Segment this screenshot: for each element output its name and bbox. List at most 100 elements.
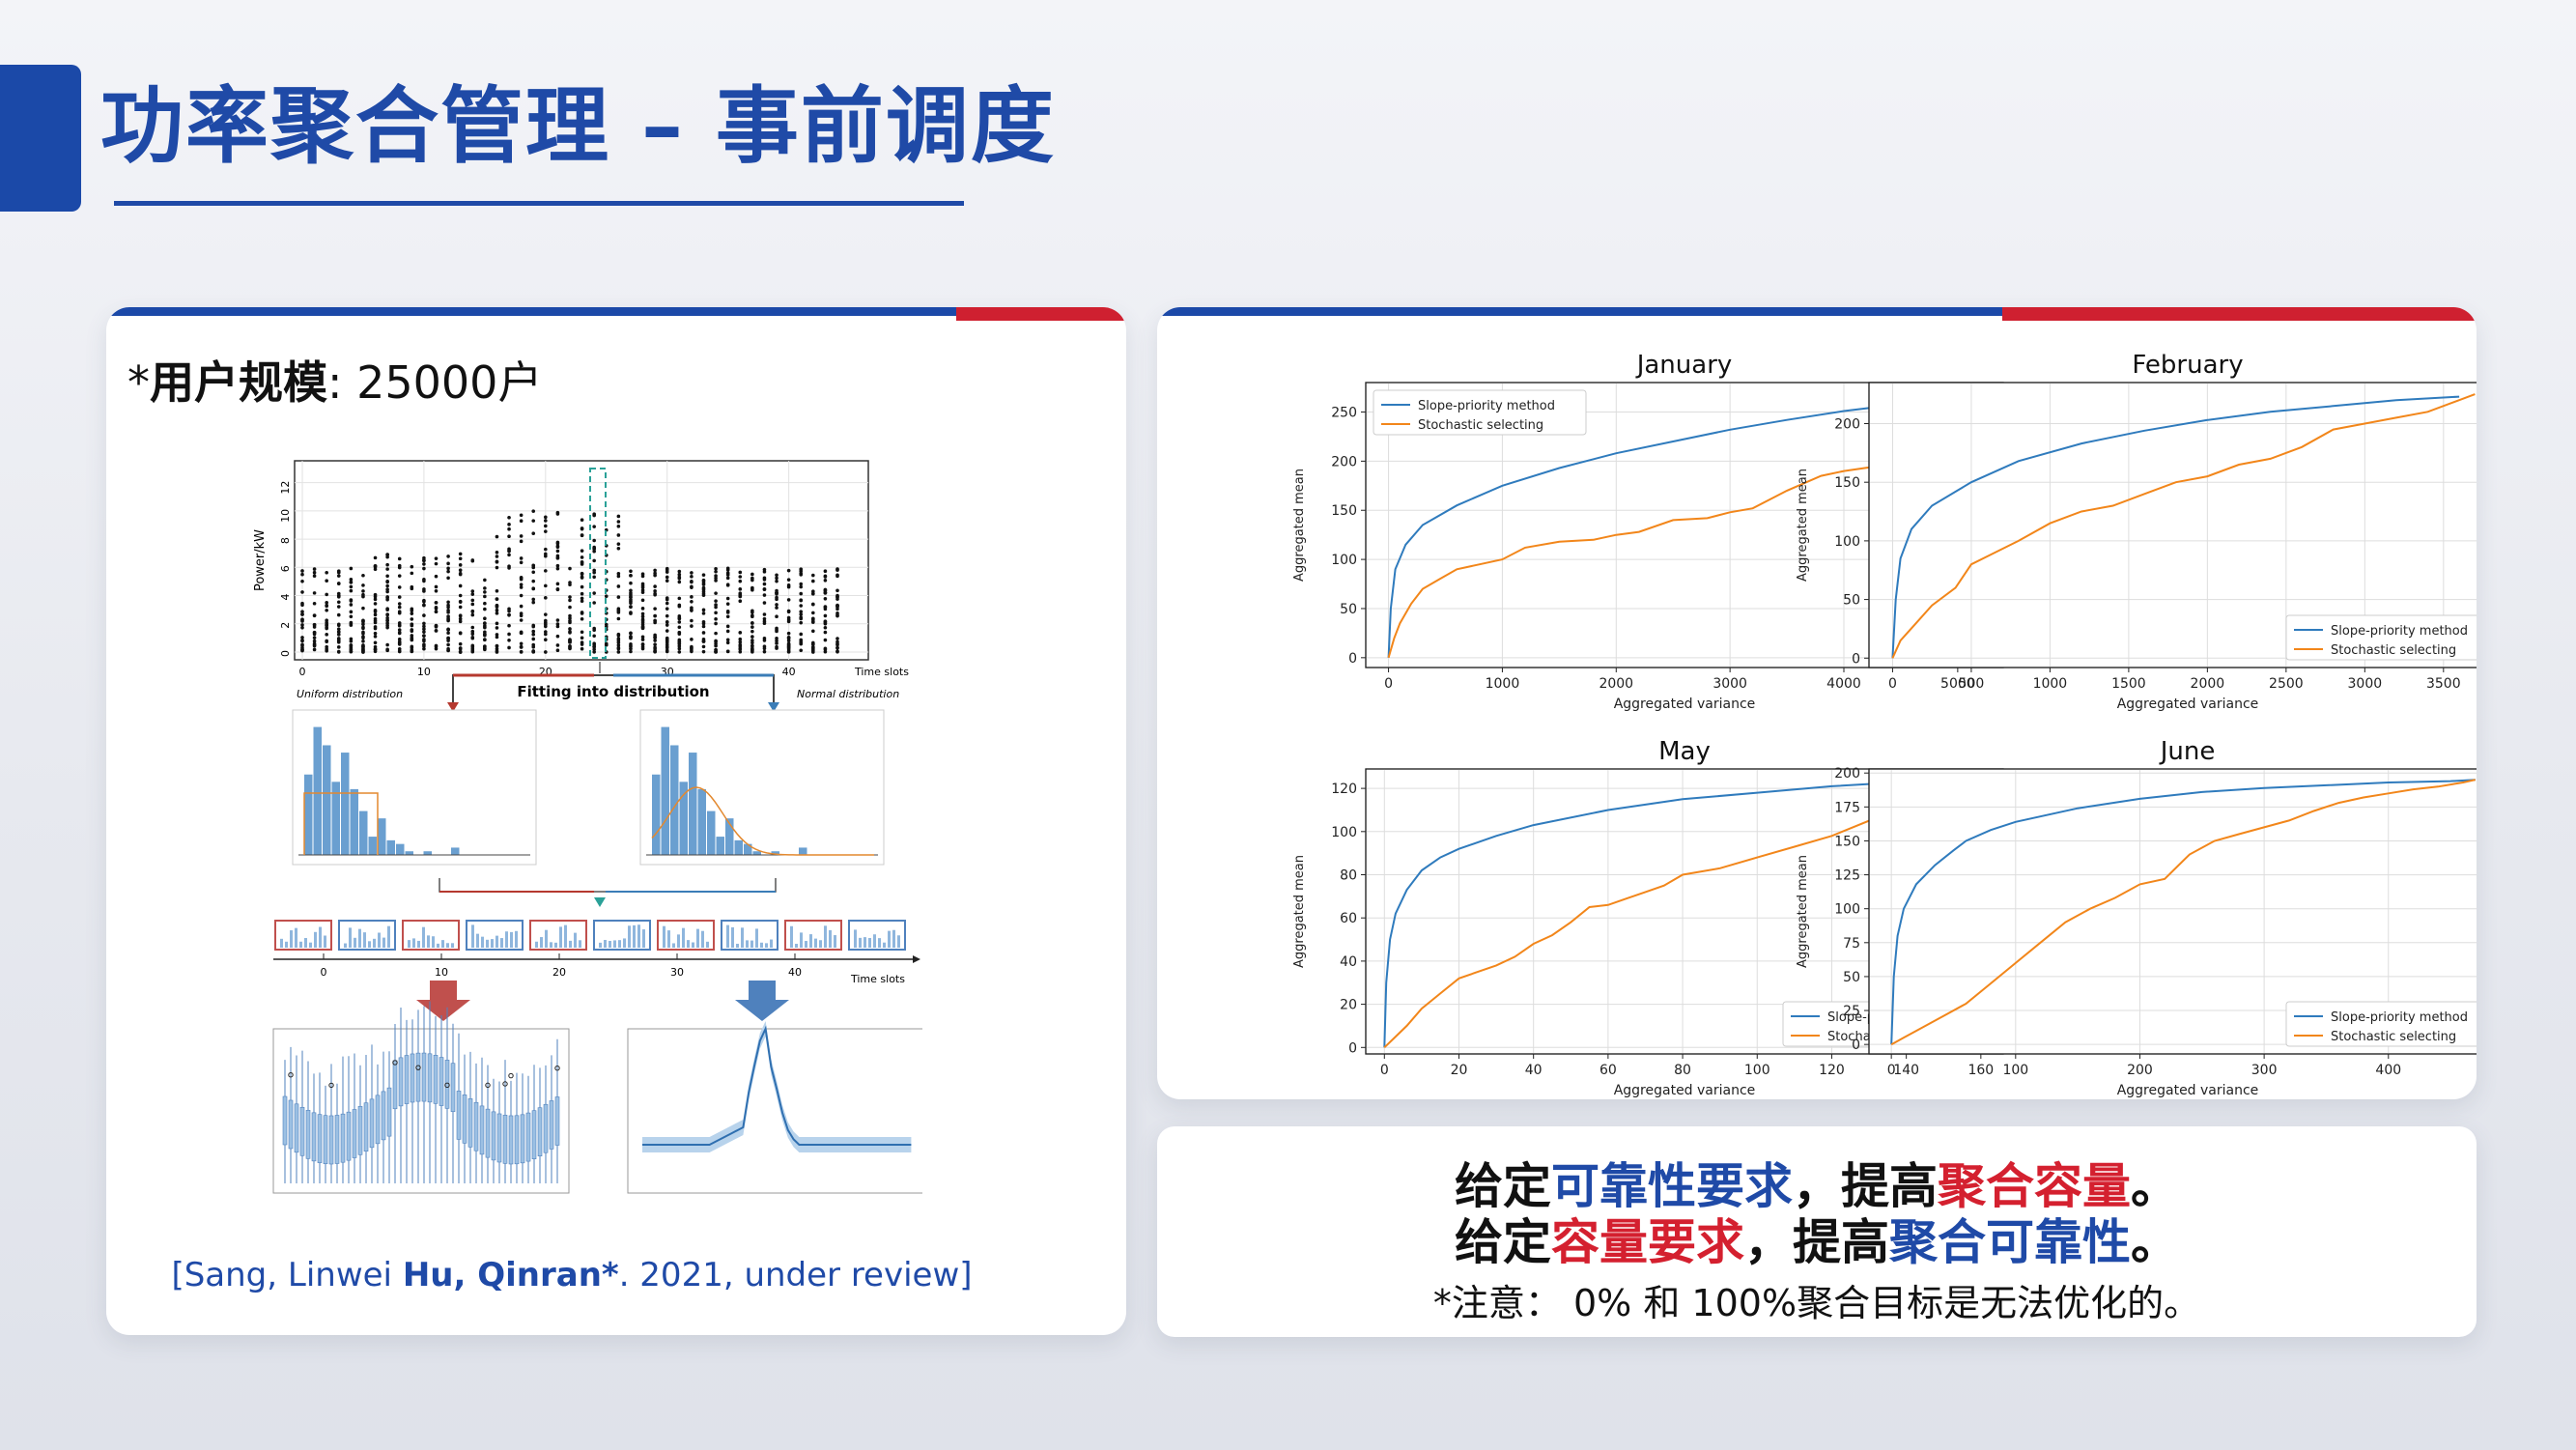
x-tick-label: 1000 (2033, 676, 2068, 692)
y-tick-label: 4 (279, 594, 292, 601)
x-tick-label: 400 (2375, 1063, 2401, 1078)
legend: Slope-priority method Stochastic selectin… (2285, 614, 2477, 661)
x-tick-label: 10 (417, 666, 431, 678)
y-tick-label: 2 (279, 622, 292, 629)
citation-authors: [Sang, Linwei (171, 1256, 403, 1294)
y-tick-label: 8 (279, 537, 292, 544)
x-tick-label: 4000 (1826, 676, 1861, 692)
y-tick-label: 250 (1331, 406, 1357, 421)
x-tick-label: 20 (1451, 1063, 1468, 1078)
x-tick-label: 3000 (1713, 676, 1747, 692)
timeline-tick-label: 40 (788, 966, 802, 979)
message-segment: 给定 (1455, 1214, 1551, 1270)
y-tick-label: 125 (1834, 868, 1860, 884)
legend-label: Slope-priority method (2331, 1010, 2468, 1025)
timeline-connector (439, 878, 777, 907)
message-segment: 给定 (1455, 1158, 1551, 1214)
chart-title: May (1658, 737, 1711, 766)
timeline-tick-label: 10 (435, 966, 448, 979)
y-tick-label: 0 (1348, 651, 1357, 667)
x-tick-label: 0 (1888, 676, 1897, 692)
timeline-strip (274, 920, 906, 951)
title-underline (114, 201, 964, 206)
page-title: 功率聚合管理 – 事前调度 (100, 78, 1056, 175)
message-segment: 容量要求 (1551, 1214, 1744, 1270)
citation: [Sang, Linwei Hu, Qinran*. 2021, under r… (123, 1256, 1021, 1294)
x-tick-label: 5000 (1940, 676, 1975, 692)
y-tick-label: 60 (1340, 911, 1357, 926)
x-tick-label: 0 (299, 666, 306, 678)
y-tick-label: 100 (1331, 553, 1357, 568)
y-tick-label: 50 (1843, 593, 1860, 609)
series-line-stochastic (1891, 393, 2476, 659)
x-axis-label: Aggregated variance (1614, 697, 1756, 712)
x-tick-label: 3500 (2426, 676, 2461, 692)
x-axis-label: Aggregated variance (2117, 1083, 2259, 1098)
timeline-tick-label: 30 (670, 966, 684, 979)
y-axis-label: Aggregated mean (1796, 469, 1810, 582)
citation-tail: . 2021, under review] (618, 1256, 973, 1294)
message-segment: 可靠性要求 (1551, 1158, 1793, 1214)
y-tick-label: 0 (1348, 1040, 1357, 1056)
message-segment: 。 (2131, 1158, 2179, 1214)
uniform-histogram (292, 709, 537, 866)
x-tick-label: 40 (782, 666, 796, 678)
charts-panel: 0 1000 2000 3000 4000 5000 0 50 100 150 200 250 Janu… (1157, 307, 2477, 1099)
x-tick-label: 100 (1744, 1063, 1770, 1078)
y-tick-label: 80 (1340, 868, 1357, 884)
x-tick-label: 80 (1674, 1063, 1691, 1078)
box-plot (272, 1001, 570, 1194)
y-axis-label: Aggregated mean (1292, 469, 1307, 582)
y-tick-label: 50 (1340, 602, 1357, 617)
citation-author-bold: Hu, Qinran* (402, 1256, 619, 1294)
normal-label: Normal distribution (797, 688, 899, 700)
y-tick-label: 20 (1340, 998, 1357, 1013)
x-tick-label: 160 (1967, 1063, 1994, 1078)
x-tick-label: 1500 (2111, 676, 2146, 692)
y-tick-label: 150 (1331, 503, 1357, 519)
scale-value: : 25000户 (327, 356, 543, 409)
user-scale: *用户规模: 25000户 (127, 348, 542, 412)
series-line-slope (1387, 396, 1959, 658)
x-tick-label: 1000 (1486, 676, 1520, 692)
chart-title: June (2159, 737, 2216, 766)
legend-label: Slope-priority method (2331, 624, 2468, 639)
x-tick-label: 140 (1893, 1063, 1919, 1078)
y-tick-label: 0 (279, 650, 292, 657)
x-tick-label: 200 (2127, 1063, 2153, 1078)
title-accent-tab (0, 65, 81, 212)
legend: Slope-priority method Stochastic selectin… (2285, 1001, 2477, 1047)
x-tick-label: 100 (2002, 1063, 2028, 1078)
y-axis-label: Aggregated mean (1796, 855, 1810, 968)
series-line-stochastic (1890, 779, 2477, 1046)
x-tick-label: 120 (1819, 1063, 1845, 1078)
y-tick-label: 150 (1834, 834, 1860, 849)
message-panel: 给定可靠性要求，提高聚合容量。 给定容量要求，提高聚合可靠性。 *注意： 0% … (1157, 1126, 2477, 1337)
series-line-slope (1383, 779, 1967, 1048)
timeline-tick-label: 0 (321, 966, 327, 979)
y-tick-label: 50 (1843, 970, 1860, 985)
message-segment: ，提高 (1793, 1158, 1938, 1214)
y-tick-label: 100 (1834, 902, 1860, 918)
message-line-2: 给定容量要求，提高聚合可靠性。 (1157, 1204, 2477, 1273)
y-tick-label: 200 (1834, 766, 1860, 782)
scatter-ylabel: Power/kW (253, 529, 268, 591)
chart-february: 0 500 1000 1500 2000 2500 3000 3500 0 50 100 150 200… (1796, 351, 2477, 712)
message-segment: 。 (2131, 1214, 2179, 1270)
panel-top-bar (106, 307, 1126, 321)
legend: Slope-priority method Stochastic selectin… (1373, 389, 1587, 436)
legend-label: Slope-priority method (1418, 399, 1555, 413)
chart-title: February (2132, 351, 2243, 380)
scatter-xlabel: Time slots (854, 666, 909, 678)
y-tick-label: 0 (1852, 651, 1860, 667)
x-tick-label: 300 (2251, 1063, 2278, 1078)
fitting-arrows: Fitting into distribution Uniform distri… (297, 662, 899, 712)
down-arrows (416, 981, 789, 1021)
note: *注意： 0% 和 100%聚合目标是无法优化的。 (1432, 1282, 2201, 1324)
x-tick-label: 500 (1959, 676, 1985, 692)
uniform-label: Uniform distribution (297, 688, 403, 700)
y-tick-label: 75 (1843, 936, 1860, 952)
legend-label: Stochastic selecting (2331, 643, 2456, 658)
